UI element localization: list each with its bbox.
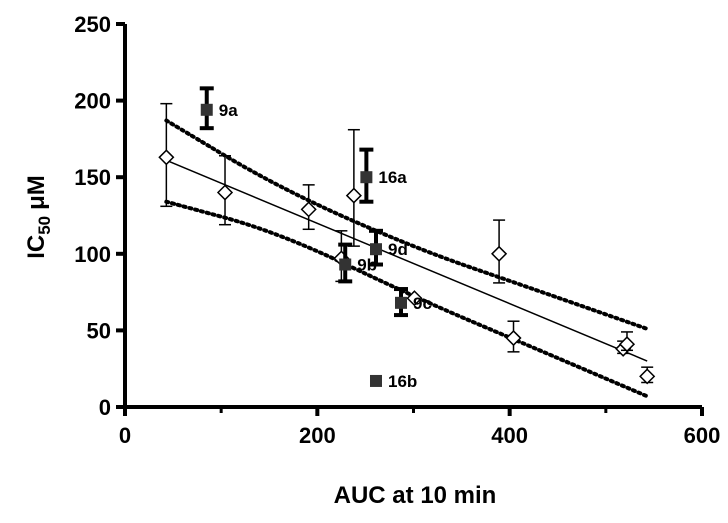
square-marker <box>394 296 407 309</box>
x-tick-label: 400 <box>491 423 528 448</box>
x-axis-ticks: 0 200 400 600 <box>119 407 720 448</box>
y-axis-label-sub: 50 <box>35 216 54 235</box>
y-tick-label: 250 <box>74 12 111 37</box>
y-axis-label-main: IC <box>23 235 50 259</box>
diamond-marker <box>406 290 423 307</box>
confidence-band <box>164 118 650 399</box>
y-tick-label: 200 <box>74 89 111 114</box>
y-tick-label: 100 <box>74 242 111 267</box>
diamond-marker <box>300 201 317 218</box>
point-label: 16b <box>388 372 417 391</box>
point-label: 9c <box>413 294 432 313</box>
x-axis-label: AUC at 10 min <box>334 482 497 509</box>
regression-line <box>166 159 648 362</box>
y-axis-ticks: 0 50 100 150 200 250 <box>74 12 125 420</box>
diamond-marker <box>345 187 362 204</box>
point-label: 9a <box>219 101 238 120</box>
diamond-marker <box>618 336 636 353</box>
point-label: 9d <box>388 240 408 259</box>
y-axis-label-unit: μM <box>23 175 50 210</box>
point-labels: 9a 16a 9d 9b 9c 16b <box>219 101 432 391</box>
axes <box>123 24 702 409</box>
x-tick-label: 0 <box>119 423 131 448</box>
diamond-marker <box>639 368 656 385</box>
confidence-band-lower <box>164 199 650 399</box>
point-label: 16a <box>378 168 407 187</box>
x-tick-label: 200 <box>299 423 336 448</box>
y-axis-label: IC50 μM <box>23 175 54 259</box>
fit-line <box>166 159 648 362</box>
y-tick-label: 150 <box>74 165 111 190</box>
square-marker <box>360 171 373 184</box>
diamond-marker <box>216 184 234 201</box>
square-marker <box>369 243 382 256</box>
point-label: 9b <box>357 256 377 275</box>
square-marker <box>200 103 213 116</box>
data-points <box>158 86 656 387</box>
square-marker <box>339 258 352 271</box>
y-tick-label: 0 <box>99 395 111 420</box>
diamond-marker <box>491 245 508 262</box>
square-marker <box>369 374 382 387</box>
x-tick-label: 600 <box>684 423 721 448</box>
diamond-marker <box>505 329 522 347</box>
y-tick-label: 50 <box>87 318 111 343</box>
diamond-marker <box>158 149 175 166</box>
confidence-band-upper <box>164 118 650 331</box>
